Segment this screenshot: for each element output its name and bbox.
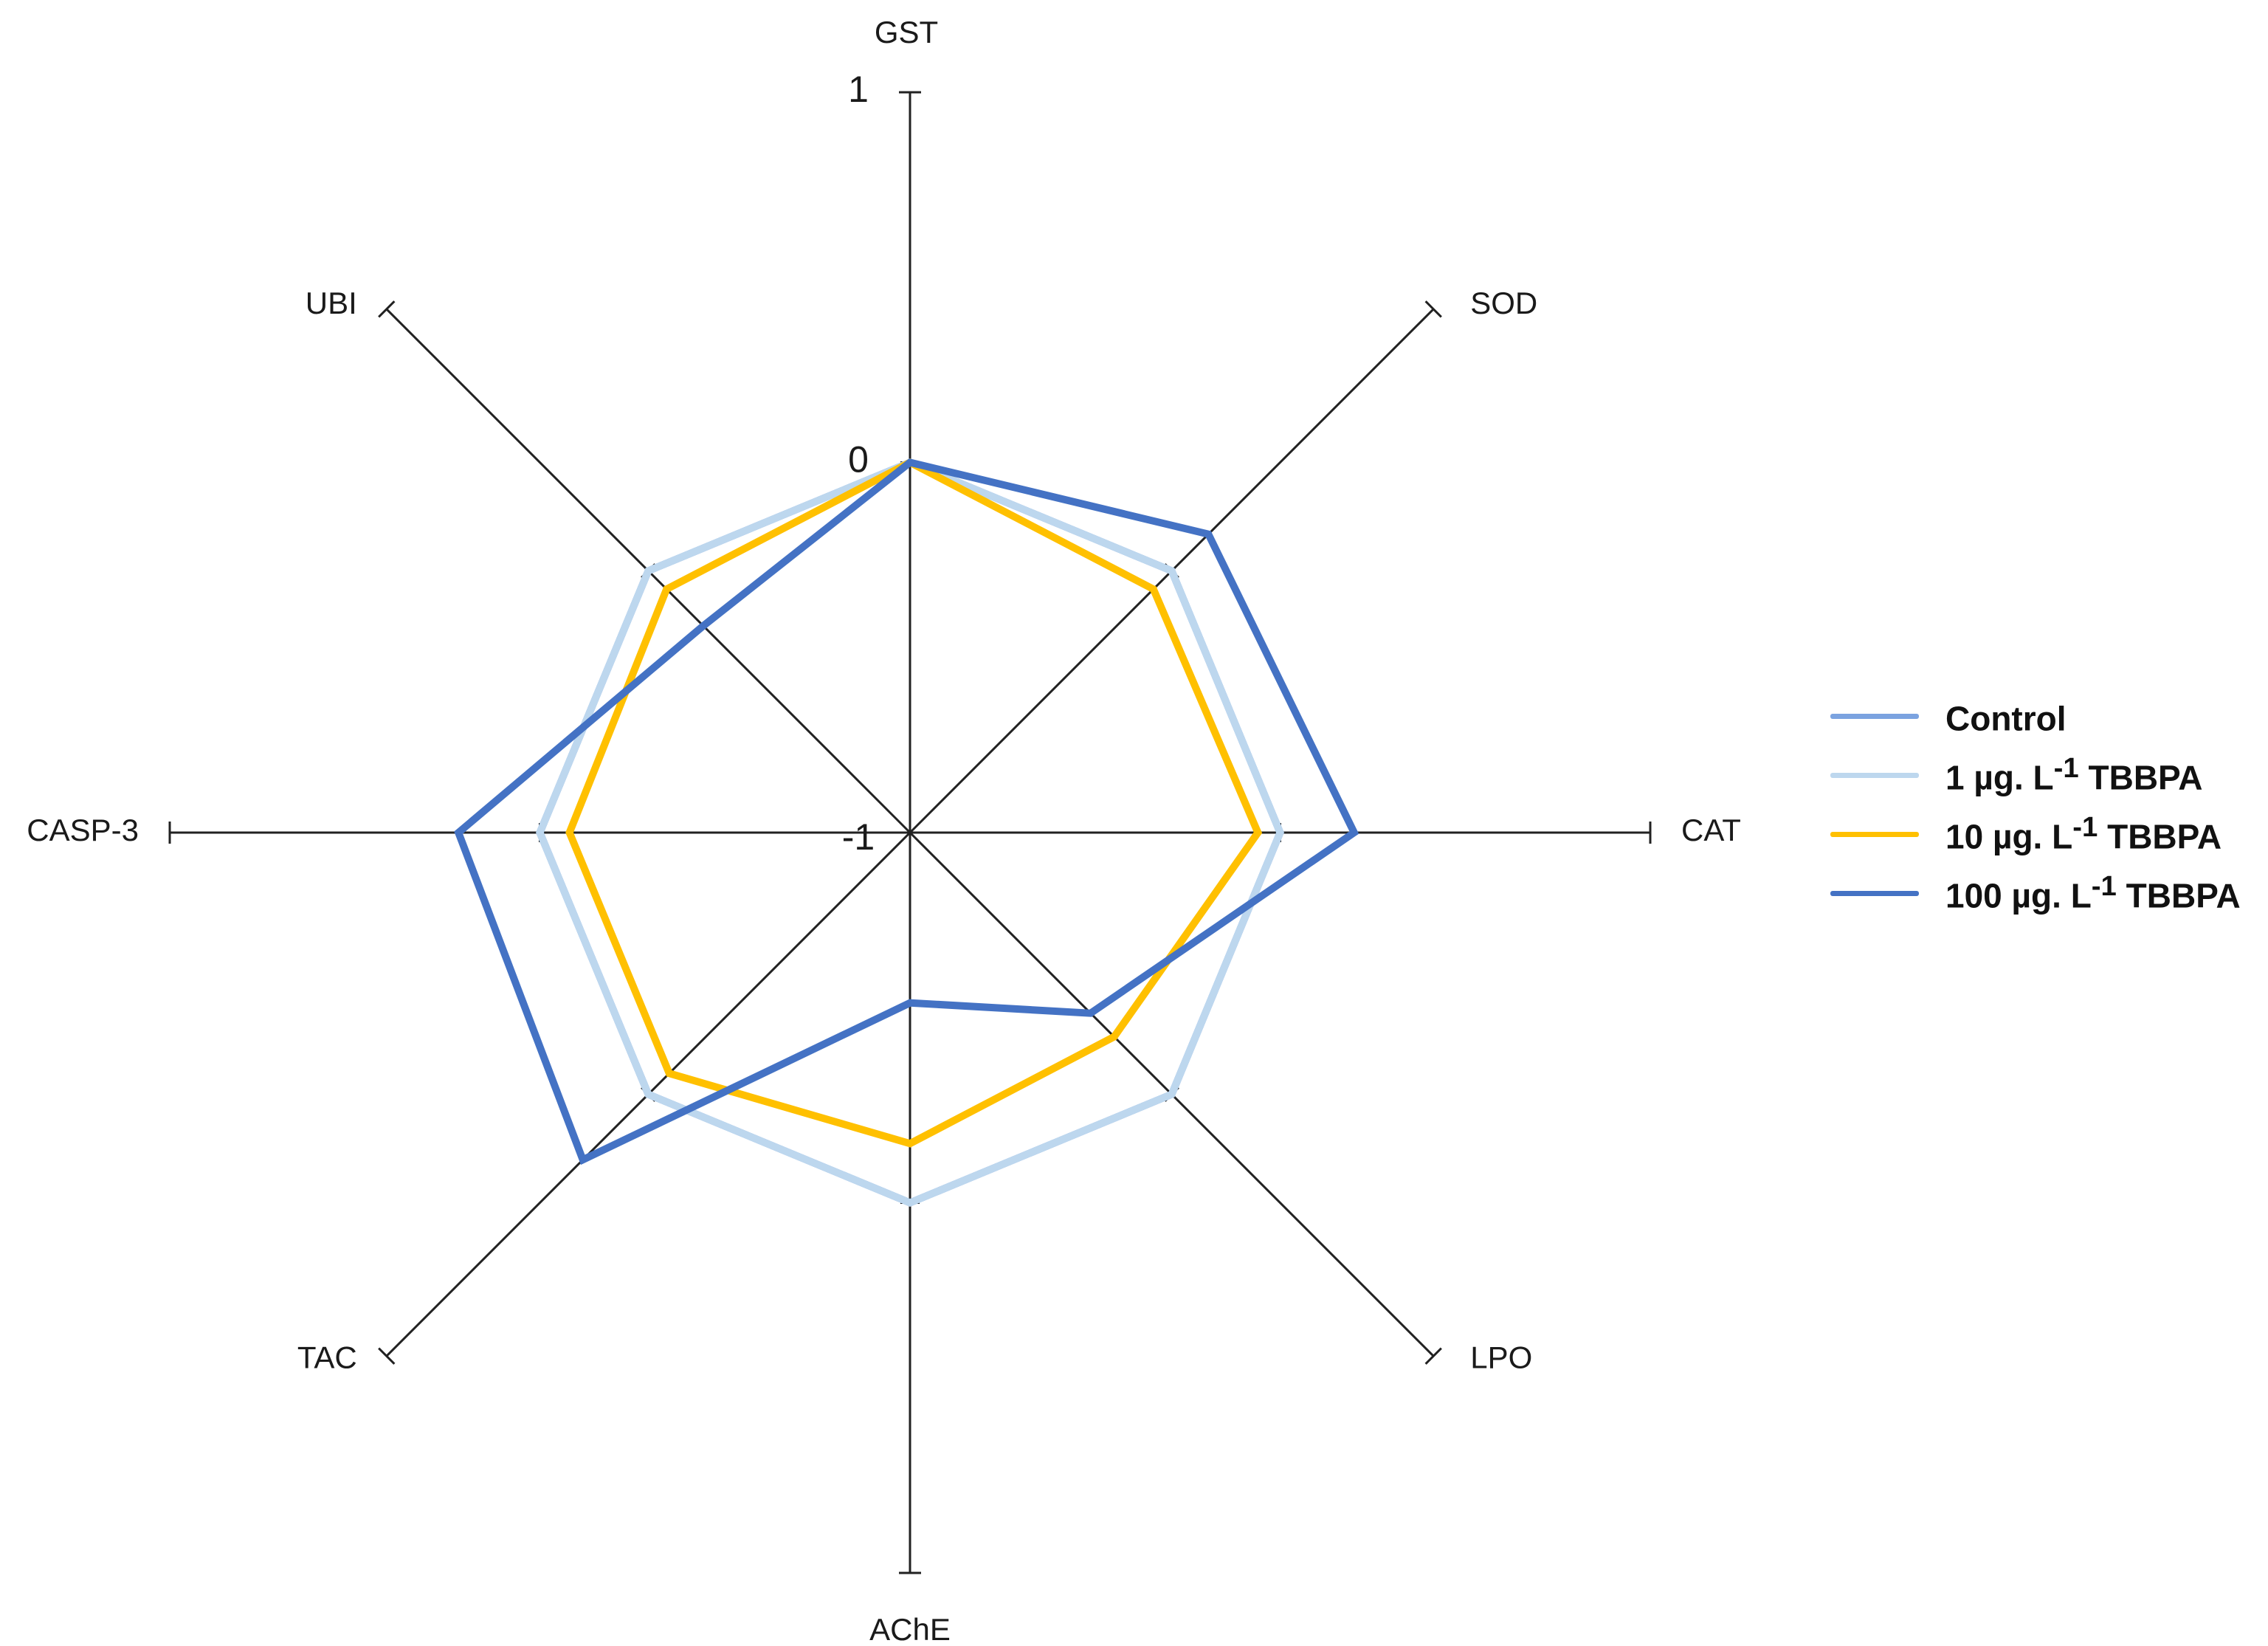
axis-label-casp-3: CASP-3: [27, 813, 139, 847]
axis-label-ache: AChE: [869, 1612, 951, 1646]
scale-tick-label: 1: [848, 69, 869, 110]
radar-axes: [168, 91, 1652, 1574]
series-line-3: [454, 458, 1359, 1165]
legend-item-10ug: 10 µg. L-1 TBBPA: [1830, 805, 2244, 864]
legend-item-100ug: 100 µg. L-1 TBBPA: [1830, 864, 2244, 923]
radar-series: [454, 458, 1359, 1207]
legend-item-control: Control: [1830, 686, 2244, 745]
scale-tick-label: -1: [842, 816, 875, 858]
series-line-1: [536, 458, 1284, 1207]
legend: Control 1 µg. L-1 TBBPA 10 µg. L-1 TBBPA…: [1830, 686, 2244, 923]
legend-swatch-1ug: [1830, 772, 1919, 778]
legend-label-1ug: 1 µg. L-1 TBBPA: [1945, 752, 2203, 797]
axis-label-sod: SOD: [1470, 286, 1537, 320]
legend-swatch-control: [1830, 713, 1919, 719]
axis-label-gst: GST: [875, 15, 938, 49]
radar-labels: GST SOD CAT LPO AChE TAC CASP-3 UBI 1 0 -1: [27, 15, 1741, 1646]
legend-label-100ug: 100 µg. L-1 TBBPA: [1945, 870, 2241, 915]
scale-tick-label: 0: [848, 439, 869, 481]
axis-tick-end-tac: [378, 1347, 396, 1365]
legend-item-1ug: 1 µg. L-1 TBBPA: [1830, 745, 2244, 805]
axis-label-tac: TAC: [297, 1340, 357, 1374]
axis-label-cat: CAT: [1681, 813, 1741, 847]
axis-tick-end-lpo: [1424, 1347, 1442, 1365]
legend-swatch-100ug: [1830, 890, 1919, 896]
axis-label-ubi: UBI: [306, 286, 357, 320]
axis-label-lpo: LPO: [1470, 1340, 1532, 1374]
legend-swatch-10ug: [1830, 831, 1919, 837]
legend-label-control: Control: [1945, 699, 2067, 738]
axis-tick-end-ubi: [378, 300, 396, 318]
series-line-2: [565, 458, 1263, 1148]
axis-tick-end-sod: [1424, 300, 1442, 318]
legend-label-10ug: 10 µg. L-1 TBBPA: [1945, 811, 2222, 856]
